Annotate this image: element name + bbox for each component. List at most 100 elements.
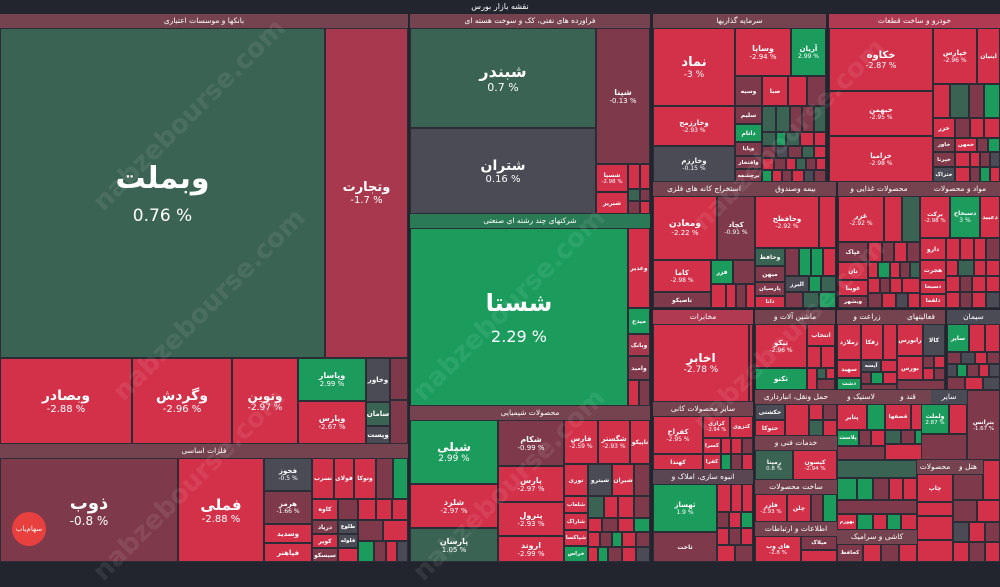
tile-small[interactable] [749,324,753,402]
tile-small[interactable] [883,324,897,360]
tile-ghpak[interactable]: غپاک [838,242,868,262]
tile-small[interactable] [881,544,899,562]
tile-small[interactable] [785,404,809,436]
tile-small[interactable] [717,528,729,545]
tile-small[interactable] [608,547,622,562]
tile-small[interactable] [949,404,967,434]
tile-small[interactable] [955,152,970,167]
tile-small[interactable] [628,164,640,189]
tile-small[interactable] [977,138,988,152]
tile-small[interactable] [902,196,920,242]
tile-ptayer[interactable]: پتایر [837,404,867,430]
tile-saman[interactable]: سامان [366,402,390,426]
tile-small[interactable] [376,458,393,499]
tile-small[interactable] [397,541,408,562]
tile-vbsader[interactable]: وبصادر -2.88 % [0,358,132,444]
tile-small[interactable] [946,276,960,292]
tile-small[interactable] [880,278,890,293]
tile-small[interactable] [819,292,836,308]
tile-small[interactable] [988,138,1000,152]
tile-small[interactable] [731,454,742,470]
tile-tiko[interactable]: تیکو -2.96 % [755,324,807,368]
tile-vkhavar[interactable]: وخاور [366,358,390,402]
tile-zfaka[interactable]: زفکا [861,324,883,360]
tile-small[interactable] [933,84,950,118]
tile-small[interactable] [823,420,837,436]
tile-small[interactable] [782,170,792,182]
tile-small[interactable] [598,547,608,562]
tile-small[interactable] [807,368,817,390]
tile-abourse[interactable]: رابورس [897,324,923,356]
tile-khavar[interactable]: خاور [933,138,955,152]
tile-small[interactable] [972,276,986,292]
tile-small[interactable] [946,292,960,308]
tile-small[interactable] [741,512,753,528]
tile-hejrat[interactable]: هجرت [920,260,946,280]
tile-fnasr[interactable]: نسرب [312,458,334,499]
tile-small[interactable] [873,478,889,500]
tile-small[interactable] [917,502,953,516]
tile-small[interactable] [967,364,979,377]
tile-small[interactable] [634,518,650,532]
tile-ebtian[interactable]: اینیان [977,28,1000,84]
tile-kahafez[interactable]: کحافظ [837,544,863,562]
tile-small[interactable] [881,360,897,372]
tile-small[interactable] [821,276,836,292]
tile-small[interactable] [742,438,753,454]
tile-small[interactable] [729,528,741,545]
tile-small[interactable] [871,372,883,384]
tile-small[interactable] [817,368,826,379]
tile-small[interactable] [868,278,880,293]
tile-small[interactable] [735,545,753,562]
tile-khezr[interactable]: خزر [933,118,955,138]
tile-small[interactable] [985,542,1000,562]
tile-small[interactable] [958,260,974,276]
tile-small[interactable] [990,167,1000,182]
tile-small[interactable] [628,201,640,214]
tile-small[interactable] [640,201,650,214]
tile-small[interactable] [946,260,958,276]
tile-small[interactable] [837,500,917,514]
tile-small[interactable] [980,167,990,182]
tile-small[interactable] [774,158,786,170]
tile-small[interactable] [899,544,917,562]
tile-small[interactable] [742,454,753,470]
tile-fezr[interactable]: فزر [711,260,733,284]
tile-small[interactable] [907,242,920,262]
tile-hetoga[interactable]: حتوکا [755,420,785,436]
tile-small[interactable] [960,276,972,292]
tile-shabandar[interactable]: شبندر 0.7 % [410,28,596,128]
tile-vbshahr[interactable]: وبشهر [838,296,868,308]
tile-small[interactable] [908,293,920,308]
tile-small[interactable] [390,358,408,400]
tile-kgarazi[interactable]: کرازی -2.94 % [703,416,730,438]
tile-takht[interactable]: ثاخت [653,532,717,562]
tile-sepa[interactable]: صبا [762,76,788,106]
tile-small[interactable] [721,438,731,454]
tile-vkharazm[interactable]: وخارزم -0.15 % [653,146,735,182]
tile-small[interactable] [788,146,802,158]
tile-small[interactable] [604,496,618,518]
tile-kalhorom[interactable]: بهورم [837,514,857,530]
tile-small[interactable] [975,352,987,364]
tile-plast[interactable]: پلاست [837,430,859,446]
tile-vbemellat[interactable]: وبملت 0.76 % [0,28,325,358]
tile-parsian[interactable]: پارسیان [755,282,785,296]
tile-kisun[interactable]: کیسون -2.94 % [793,450,837,480]
tile-small[interactable] [776,146,788,158]
tile-small[interactable] [868,262,878,278]
tile-kama[interactable]: کاما -2.98 % [653,260,711,292]
tile-vtooka[interactable]: وتوکا [354,458,376,499]
tile-small[interactable] [799,248,811,276]
tile-vhafez[interactable]: وحافظح -2.92 % [755,196,819,248]
tile-filatr[interactable]: فپاهنر [264,543,312,562]
tile-small[interactable] [390,400,408,444]
tile-shatran[interactable]: شتران 0.16 % [410,128,596,214]
tile-small[interactable] [883,372,897,384]
tile-small[interactable] [792,170,804,182]
tile-small[interactable] [618,496,634,518]
tile-small[interactable] [974,260,986,276]
tile-small[interactable] [969,84,984,118]
tile-small[interactable] [859,430,871,446]
tile-small[interactable] [969,542,985,562]
